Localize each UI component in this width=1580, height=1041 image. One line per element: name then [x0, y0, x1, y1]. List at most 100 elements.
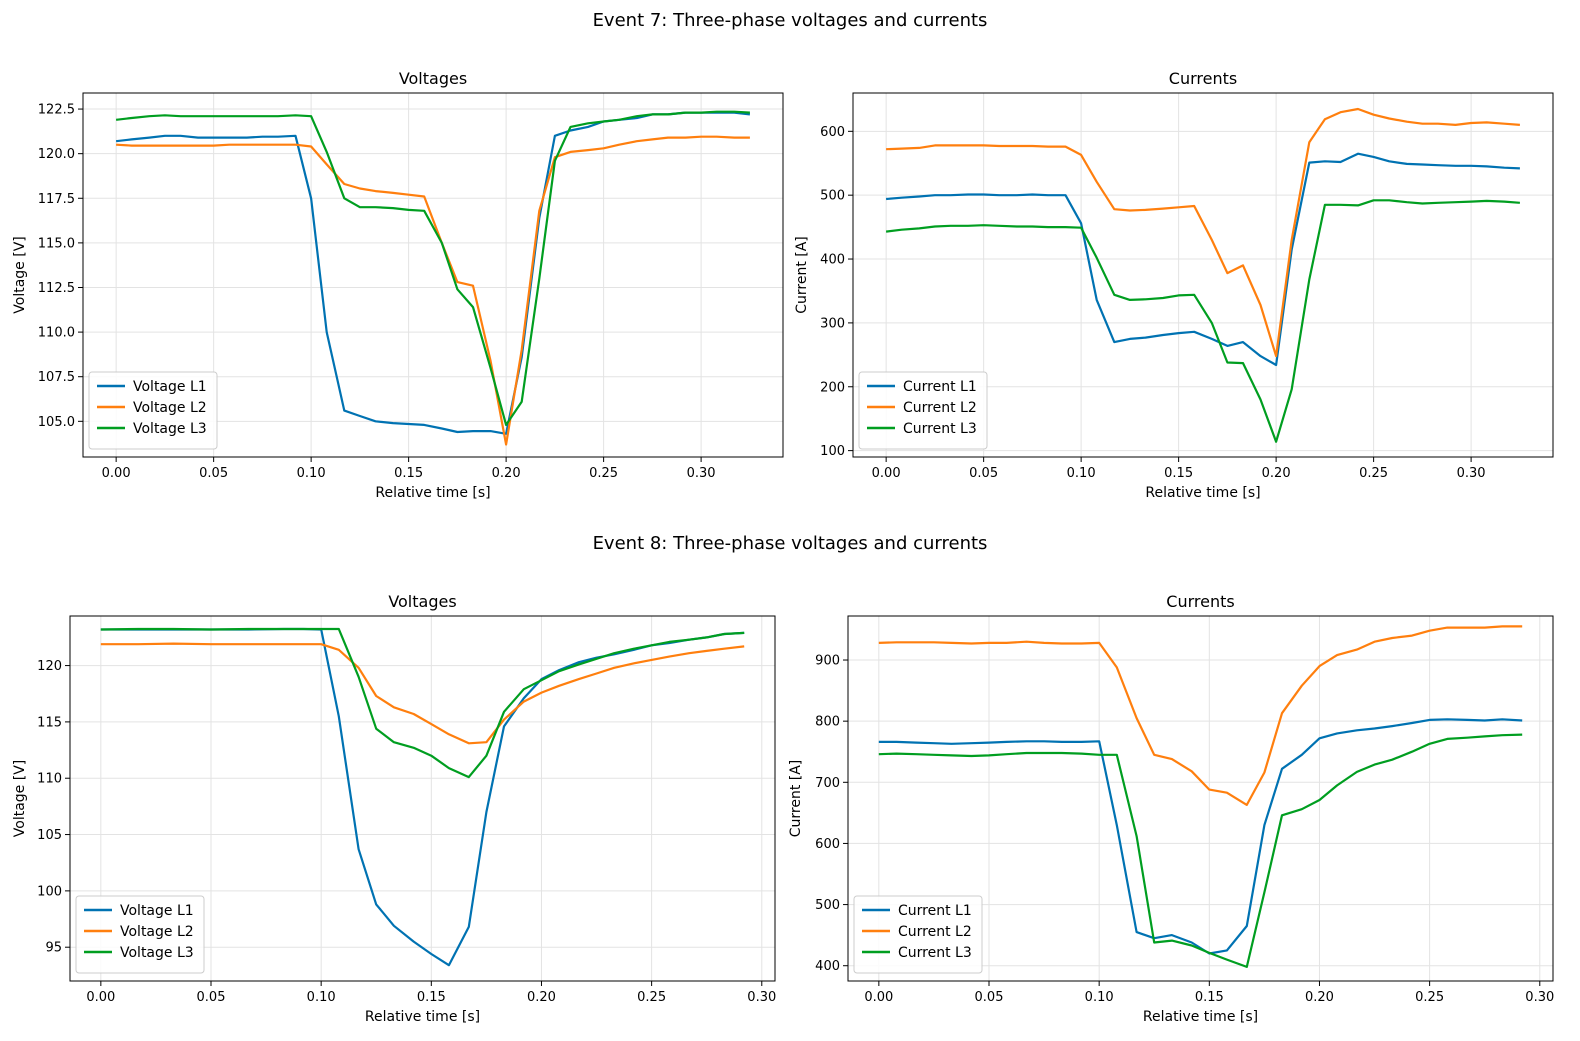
e8-currents-line-current-l3 [878, 733, 1523, 969]
e7-currents-line-current-l3 [885, 199, 1520, 443]
e8-voltages-ytick-label-4: 115 [37, 715, 62, 730]
e7-currents-legend-label-current-l1: Current L1 [903, 379, 977, 395]
e8-currents-axes-frame [847, 615, 1554, 982]
e8-voltages-xtick-label-5: 0.25 [637, 990, 666, 1005]
e8-voltages-line-voltage-l2 [100, 642, 745, 745]
e8-currents-legend-label-current-l1: Current L1 [898, 903, 972, 919]
e7-voltages-xtick-label-1: 0.05 [199, 466, 228, 481]
e7-voltages-line-voltage-l3 [115, 110, 750, 426]
e8-currents-xtick-label-4: 0.20 [1305, 990, 1334, 1005]
e8-currents-xtick-label-3: 0.15 [1195, 990, 1224, 1005]
e7-currents-line-current-l2 [886, 107, 1520, 358]
e7-voltages-ytick-label-0: 105.0 [38, 415, 75, 430]
e7-voltages-legend: Voltage L1 Voltage L2 Voltage L3 [88, 371, 218, 450]
e7-currents-xlabel: Relative time [s] [1145, 485, 1260, 501]
e8-currents-legend-box [853, 895, 983, 974]
e8-voltages-ytick-label-5: 120 [37, 659, 62, 674]
e8-currents-ytick-label-1: 500 [815, 898, 840, 913]
e7-currents-ylabel: Current [A] [794, 236, 810, 314]
e7-voltages-xtick-label-4: 0.20 [492, 466, 521, 481]
e8-voltages-xtick-label-0: 0.00 [86, 990, 115, 1005]
e8-currents-ylabel: Current [A] [788, 760, 804, 838]
e7-currents-ytick-label-4: 500 [820, 189, 845, 204]
event7-currents-chart: 0.00 0.05 0.10 0.15 0.20 0.25 0.30 100 200 300 400… [794, 69, 1554, 501]
e7-currents-line-current-l1 [886, 152, 1520, 367]
e8-currents-grid [848, 616, 1553, 981]
e7-currents-legend-label-current-l3: Current L3 [903, 421, 977, 437]
e7-voltages-xtick-label-5: 0.25 [589, 466, 618, 481]
e7-voltages-xtick-label-2: 0.10 [297, 466, 326, 481]
event8-title: Event 8: Three-phase voltages and curren… [592, 533, 988, 554]
e7-voltages-legend-label-voltage-l3: Voltage L3 [133, 421, 207, 437]
e7-voltages-xlabel: Relative time [s] [375, 485, 490, 501]
e7-currents-xtick-label-6: 0.30 [1457, 466, 1486, 481]
e7-voltages-legend-label-voltage-l2: Voltage L2 [133, 400, 207, 416]
e7-voltages-axes-frame [82, 92, 784, 458]
e8-currents-ytick-label-2: 600 [815, 837, 840, 852]
e8-currents-xtick-label-6: 0.30 [1525, 990, 1554, 1005]
e8-voltages-xtick-label-4: 0.20 [527, 990, 556, 1005]
e7-voltages-xtick-label-3: 0.15 [394, 466, 423, 481]
e7-voltages-title: Voltages [399, 69, 467, 88]
e7-currents-xtick-label-0: 0.00 [872, 466, 901, 481]
e8-voltages-xtick-label-3: 0.15 [417, 990, 446, 1005]
e7-currents-xtick-label-5: 0.25 [1359, 466, 1388, 481]
e8-currents-ytick-label-5: 900 [815, 654, 840, 669]
e8-voltages-legend: Voltage L1 Voltage L2 Voltage L3 [75, 895, 205, 974]
e7-currents-ytick-label-1: 200 [820, 380, 845, 395]
e7-currents-ytick-label-2: 300 [820, 316, 845, 331]
e7-voltages-ylabel: Voltage [V] [12, 236, 28, 313]
e7-currents-axes-frame [852, 92, 1554, 458]
e8-currents-legend-label-current-l3: Current L3 [898, 945, 972, 961]
e7-voltages-line-voltage-l2 [116, 135, 750, 446]
e7-voltages-ytick-label-2: 110.0 [38, 326, 75, 341]
e8-currents-ytick-label-3: 700 [815, 776, 840, 791]
e7-currents-xtick-label-4: 0.20 [1262, 466, 1291, 481]
e7-voltages-ytick-label-1: 107.5 [38, 370, 75, 385]
e7-currents-legend-box [858, 371, 988, 450]
e8-voltages-axes-frame [69, 615, 776, 982]
e7-currents-ytick-label-5: 600 [820, 125, 845, 140]
e8-currents-xtick-label-5: 0.25 [1415, 990, 1444, 1005]
e7-voltages-ytick-label-7: 122.5 [38, 103, 75, 118]
e8-voltages-legend-label-voltage-l2: Voltage L2 [120, 924, 194, 940]
e7-currents-xtick-label-2: 0.10 [1067, 466, 1096, 481]
e7-currents-ytick-label-0: 100 [820, 444, 845, 459]
e8-currents-line-current-l1 [878, 718, 1523, 955]
e8-currents-ytick-label-0: 400 [815, 959, 840, 974]
e8-voltages-legend-box [75, 895, 205, 974]
e7-currents-xtick-label-3: 0.15 [1164, 466, 1193, 481]
e8-voltages-ytick-label-3: 110 [37, 772, 62, 787]
e8-currents-legend-label-current-l2: Current L2 [898, 924, 972, 940]
e7-voltages-xtick-label-6: 0.30 [687, 466, 716, 481]
event8-currents-chart: 0.00 0.05 0.10 0.15 0.20 0.25 0.30 400 500 600 700… [788, 592, 1554, 1025]
e7-voltages-ytick-label-4: 115.0 [38, 236, 75, 251]
e8-currents-xtick-label-2: 0.10 [1085, 990, 1114, 1005]
e8-currents-xlabel: Relative time [s] [1143, 1009, 1258, 1025]
e7-currents-legend-label-current-l2: Current L2 [903, 400, 977, 416]
e8-voltages-xtick-label-2: 0.10 [307, 990, 336, 1005]
e8-voltages-xtick-label-6: 0.30 [747, 990, 776, 1005]
e8-currents-xtick-label-1: 0.05 [975, 990, 1004, 1005]
e8-voltages-ytick-label-0: 95 [45, 941, 62, 956]
e8-currents-ytick-label-4: 800 [815, 715, 840, 730]
e8-voltages-line-voltage-l3 [100, 627, 745, 779]
event8-voltages-chart: 0.00 0.05 0.10 0.15 0.20 0.25 0.30 95 100 105 110 1… [12, 592, 776, 1025]
e8-voltages-legend-label-voltage-l1: Voltage L1 [120, 903, 194, 919]
event7-voltages-chart: 0.00 0.05 0.10 0.15 0.20 0.25 0.30 105.0 107.5 11… [12, 69, 784, 501]
e7-voltages-ytick-label-3: 112.5 [38, 281, 75, 296]
event7-title: Event 7: Three-phase voltages and curren… [592, 10, 988, 31]
e8-currents-legend: Current L1 Current L2 Current L3 [853, 895, 983, 974]
e7-currents-ytick-label-3: 400 [820, 253, 845, 268]
e7-voltages-legend-label-voltage-l1: Voltage L1 [133, 379, 207, 395]
e8-voltages-legend-label-voltage-l3: Voltage L3 [120, 945, 194, 961]
e7-currents-xtick-label-1: 0.05 [969, 466, 998, 481]
e7-currents-title: Currents [1169, 69, 1237, 88]
e8-voltages-title: Voltages [388, 592, 456, 611]
e7-voltages-ytick-label-6: 120.0 [38, 147, 75, 162]
e7-voltages-xtick-label-0: 0.00 [102, 466, 131, 481]
e8-currents-title: Currents [1166, 592, 1234, 611]
e8-voltages-ytick-label-2: 105 [37, 828, 62, 843]
e7-voltages-ytick-label-5: 117.5 [38, 192, 75, 207]
e7-voltages-legend-box [88, 371, 218, 450]
